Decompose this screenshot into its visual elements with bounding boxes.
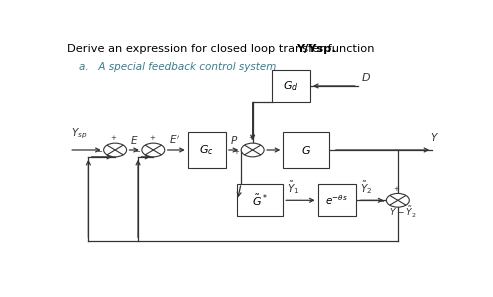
Text: Y/Ysp.: Y/Ysp. xyxy=(297,44,336,54)
Text: −: − xyxy=(378,199,384,205)
FancyBboxPatch shape xyxy=(317,184,356,216)
Text: $G_c$: $G_c$ xyxy=(200,143,214,157)
Circle shape xyxy=(142,143,165,157)
Circle shape xyxy=(104,143,127,157)
Text: $\tilde{G}^*$: $\tilde{G}^*$ xyxy=(252,193,268,208)
Circle shape xyxy=(387,193,409,207)
Text: $E$: $E$ xyxy=(130,134,139,146)
Text: $Y - \tilde{Y}_2$: $Y - \tilde{Y}_2$ xyxy=(388,205,416,220)
Text: $E'$: $E'$ xyxy=(169,134,180,146)
FancyBboxPatch shape xyxy=(188,132,226,168)
Text: +: + xyxy=(393,186,399,192)
FancyBboxPatch shape xyxy=(272,70,310,102)
Text: +: + xyxy=(149,135,155,141)
Circle shape xyxy=(241,143,264,157)
Text: +: + xyxy=(248,135,254,141)
Text: Derive an expression for closed loop transfer function: Derive an expression for closed loop tra… xyxy=(68,44,379,54)
Text: $e^{-\theta s}$: $e^{-\theta s}$ xyxy=(325,193,348,207)
FancyBboxPatch shape xyxy=(238,184,283,216)
Text: $Y_{sp}$: $Y_{sp}$ xyxy=(71,127,88,141)
FancyBboxPatch shape xyxy=(283,132,329,168)
Text: +: + xyxy=(110,135,116,141)
Text: +: + xyxy=(234,149,240,155)
Text: $P$: $P$ xyxy=(230,134,238,146)
Text: $Y$: $Y$ xyxy=(430,131,439,143)
Text: $\tilde{Y}_1$: $\tilde{Y}_1$ xyxy=(287,179,299,196)
Text: $G_d$: $G_d$ xyxy=(283,79,299,93)
Text: $\tilde{Y}_2$: $\tilde{Y}_2$ xyxy=(360,179,372,196)
Text: −: − xyxy=(134,149,140,155)
Text: $G$: $G$ xyxy=(301,144,311,156)
Text: a.   A special feedback control system: a. A special feedback control system xyxy=(79,62,276,72)
Text: $D$: $D$ xyxy=(361,71,371,83)
Text: −: − xyxy=(96,149,102,155)
